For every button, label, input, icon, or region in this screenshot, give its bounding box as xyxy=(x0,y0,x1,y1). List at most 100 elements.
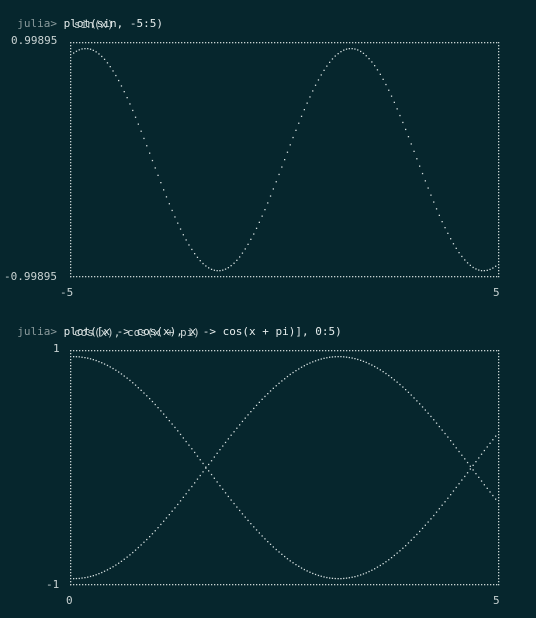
frame-dot xyxy=(70,165,72,167)
frame-dot xyxy=(421,350,423,352)
data-point xyxy=(303,109,305,111)
frame-dot xyxy=(148,42,150,44)
frame-dot xyxy=(178,584,180,586)
data-point xyxy=(87,576,89,578)
data-point xyxy=(219,270,221,272)
data-point xyxy=(241,420,244,423)
frame-dot xyxy=(70,78,72,80)
frame-dot xyxy=(70,509,72,511)
frame-dot xyxy=(498,383,500,385)
frame-dot xyxy=(406,584,408,586)
frame-dot xyxy=(498,183,500,185)
frame-dot xyxy=(205,584,207,586)
frame-dot xyxy=(196,350,198,352)
data-point xyxy=(157,527,159,529)
frame-dot xyxy=(133,42,135,44)
frame-dot xyxy=(268,584,270,586)
data-point xyxy=(109,567,111,569)
data-point xyxy=(84,357,86,359)
data-point xyxy=(410,539,412,541)
data-point xyxy=(224,268,227,270)
frame-dot xyxy=(145,584,147,586)
frame-dot xyxy=(163,350,165,352)
data-point xyxy=(160,182,162,184)
frame-dot xyxy=(361,276,363,278)
data-point xyxy=(410,394,412,396)
frame-dot xyxy=(469,584,471,586)
frame-dot xyxy=(325,350,327,352)
frame-dot xyxy=(214,276,216,278)
frame-dot xyxy=(498,99,500,101)
frame-dot xyxy=(433,350,435,352)
frame-dot xyxy=(70,168,72,170)
frame-dot xyxy=(220,276,222,278)
frame-dot xyxy=(229,42,231,44)
data-point xyxy=(106,364,109,367)
frame-dot xyxy=(70,476,72,478)
frame-dot xyxy=(498,428,500,430)
data-point xyxy=(312,361,314,363)
frame-dot xyxy=(70,270,72,272)
frame-dot xyxy=(70,258,72,260)
frame-dot xyxy=(271,42,273,44)
frame-dot xyxy=(367,276,369,278)
frame-dot xyxy=(280,584,282,586)
frame-dot xyxy=(498,542,500,544)
frame-dot xyxy=(163,584,165,586)
data-point xyxy=(480,270,483,272)
frame-dot xyxy=(292,584,294,586)
data-point xyxy=(326,65,328,67)
data-point xyxy=(416,400,418,402)
data-point xyxy=(455,247,457,249)
prompt-line-2: julia> plot([x -> cos(x), x -> cos(x + p… xyxy=(4,312,342,338)
frame-dot xyxy=(235,350,237,352)
frame-dot xyxy=(289,350,291,352)
data-point xyxy=(309,96,311,98)
frame-dot xyxy=(82,42,84,44)
data-point xyxy=(267,393,269,395)
frame-dot xyxy=(493,350,495,352)
frame-dot xyxy=(498,129,500,131)
data-point xyxy=(458,483,460,485)
data-point xyxy=(227,438,229,440)
frame-dot xyxy=(211,42,213,44)
frame-dot xyxy=(268,276,270,278)
data-point xyxy=(219,485,221,487)
frame-dot xyxy=(70,416,72,418)
frame-dot xyxy=(247,276,249,278)
frame-dot xyxy=(88,42,90,44)
frame-dot xyxy=(361,350,363,352)
data-point xyxy=(433,514,435,517)
frame-dot xyxy=(151,276,153,278)
frame-dot xyxy=(498,434,500,436)
frame-dot xyxy=(70,69,72,71)
frame-dot xyxy=(498,162,500,164)
frame-dot xyxy=(487,350,489,352)
frame-dot xyxy=(415,276,417,278)
data-point xyxy=(374,65,376,67)
frame-dot xyxy=(498,90,500,92)
frame-dot xyxy=(484,584,486,586)
data-point xyxy=(258,532,260,534)
frame-dot xyxy=(223,42,225,44)
frame-dot xyxy=(190,350,192,352)
frame-dot xyxy=(490,350,492,352)
frame-dot xyxy=(70,374,72,376)
frame-dot xyxy=(498,255,500,257)
frame-dot xyxy=(142,276,144,278)
data-point xyxy=(275,385,277,387)
data-point xyxy=(210,268,213,270)
frame-dot xyxy=(127,350,129,352)
frame-dot xyxy=(70,500,72,502)
frame-dot xyxy=(328,350,330,352)
data-point xyxy=(466,262,469,264)
frame-dot xyxy=(253,584,255,586)
frame-dot xyxy=(70,383,72,385)
frame-dot xyxy=(343,350,345,352)
data-point xyxy=(486,446,488,448)
frame-dot xyxy=(481,350,483,352)
data-point xyxy=(390,557,393,559)
data-point xyxy=(109,366,111,368)
frame-dot xyxy=(498,102,500,104)
frame-dot xyxy=(498,81,500,83)
